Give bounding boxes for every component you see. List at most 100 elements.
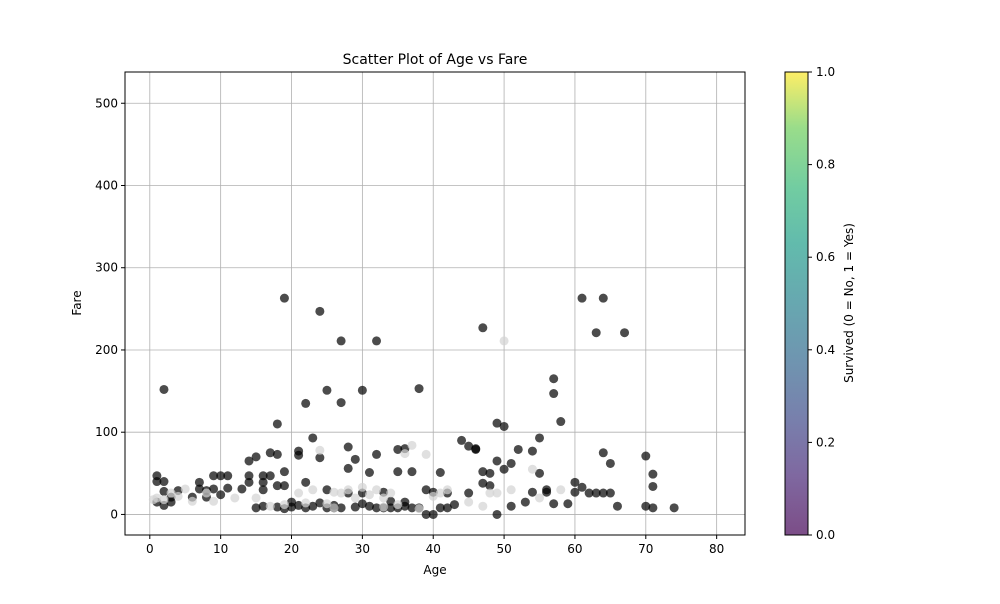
point-survived <box>428 491 438 501</box>
point-survived <box>386 488 396 498</box>
point-not-survived <box>570 487 580 497</box>
point-not-survived <box>315 306 325 316</box>
point-survived <box>372 485 382 495</box>
point-survived <box>166 488 176 498</box>
chart-title: Scatter Plot of Age vs Fare <box>343 52 528 68</box>
x-tick-label: 50 <box>496 542 511 556</box>
point-not-survived <box>549 499 559 509</box>
point-not-survived <box>535 468 545 478</box>
point-survived <box>464 497 474 507</box>
point-not-survived <box>478 323 488 333</box>
point-survived <box>379 493 389 503</box>
point-not-survived <box>577 482 587 492</box>
point-not-survived <box>372 503 382 513</box>
point-not-survived <box>506 458 516 468</box>
point-survived <box>499 336 509 346</box>
point-survived <box>180 484 190 494</box>
point-survived <box>421 449 431 459</box>
point-not-survived <box>499 464 509 474</box>
point-survived <box>301 498 311 508</box>
point-survived <box>329 503 339 513</box>
point-not-survived <box>194 484 204 494</box>
point-not-survived <box>287 502 297 512</box>
point-survived <box>187 496 197 506</box>
point-not-survived <box>393 444 403 454</box>
point-not-survived <box>159 486 169 496</box>
point-survived <box>265 501 275 511</box>
x-tick-label: 10 <box>213 542 228 556</box>
y-tick-label: 400 <box>95 178 118 192</box>
point-not-survived <box>272 481 282 491</box>
point-not-survived <box>577 293 587 303</box>
point-not-survived <box>258 477 268 487</box>
point-not-survived <box>428 509 438 519</box>
point-survived <box>315 445 325 455</box>
point-not-survived <box>272 419 282 429</box>
point-not-survived <box>364 501 374 511</box>
x-tick-label: 70 <box>638 542 653 556</box>
point-not-survived <box>527 487 537 497</box>
x-axis-ticks: 0 10 20 30 40 50 60 70 80 <box>146 535 724 556</box>
point-not-survived <box>357 499 367 509</box>
point-survived <box>535 493 545 503</box>
point-survived <box>485 488 495 498</box>
point-not-survived <box>223 471 233 481</box>
colorbar-frame <box>784 71 809 536</box>
point-not-survived <box>407 503 417 513</box>
point-survived <box>527 464 537 474</box>
point-not-survived <box>237 484 247 494</box>
point-not-survived <box>343 463 353 473</box>
point-survived <box>407 440 417 450</box>
point-not-survived <box>506 501 516 511</box>
x-tick-label: 80 <box>709 542 724 556</box>
point-not-survived <box>216 490 226 500</box>
point-not-survived <box>279 481 289 491</box>
point-not-survived <box>485 468 495 478</box>
point-not-survived <box>499 421 509 431</box>
point-not-survived <box>258 485 268 495</box>
point-not-survived <box>386 496 396 506</box>
point-not-survived <box>605 458 615 468</box>
point-not-survived <box>570 477 580 487</box>
point-not-survived <box>209 484 219 494</box>
point-survived <box>357 482 367 492</box>
point-not-survived <box>648 481 658 491</box>
point-survived <box>556 485 566 495</box>
point-not-survived <box>400 501 410 511</box>
point-not-survived <box>308 433 318 443</box>
point-not-survived <box>549 374 559 384</box>
point-not-survived <box>442 503 452 513</box>
point-not-survived <box>272 502 282 512</box>
y-tick-label: 0 <box>110 507 118 521</box>
point-survived <box>364 490 374 500</box>
x-tick-label: 20 <box>284 542 299 556</box>
point-survived <box>294 488 304 498</box>
point-not-survived <box>364 467 374 477</box>
y-tick-label: 300 <box>95 261 118 275</box>
colorbar-gradient <box>785 72 808 535</box>
colorbar-tick-label: 0.2 <box>816 435 835 449</box>
point-survived <box>442 485 452 495</box>
point-not-survived <box>421 509 431 519</box>
point-not-survived <box>464 441 474 451</box>
point-not-survived <box>549 389 559 399</box>
point-not-survived <box>251 452 261 462</box>
colorbar-tick-label: 1.0 <box>816 65 835 79</box>
point-not-survived <box>612 501 622 511</box>
point-not-survived <box>641 451 651 461</box>
point-survived <box>152 493 162 503</box>
colorbar-tick-label: 0.6 <box>816 250 835 264</box>
data-points <box>148 293 679 519</box>
point-not-survived <box>464 488 474 498</box>
grid <box>125 72 745 535</box>
point-survived <box>400 449 410 459</box>
y-tick-label: 200 <box>95 343 118 357</box>
point-not-survived <box>648 469 658 479</box>
point-survived <box>343 485 353 495</box>
point-not-survived <box>244 477 254 487</box>
point-not-survived <box>322 485 332 495</box>
point-not-survived <box>350 454 360 464</box>
point-not-survived <box>294 500 304 510</box>
x-tick-label: 30 <box>355 542 370 556</box>
